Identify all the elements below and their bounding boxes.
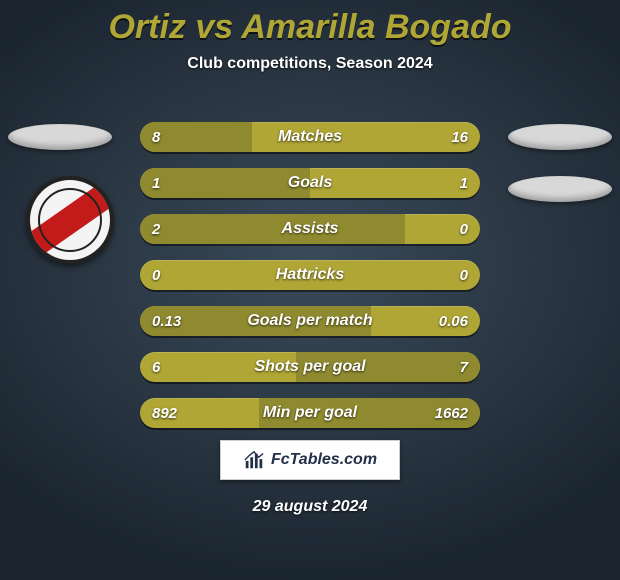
- player-left-slot-1: [8, 124, 112, 150]
- stat-label: Assists: [140, 214, 480, 244]
- badge-inner-ring: [38, 188, 102, 252]
- stat-row: 816Matches: [140, 122, 480, 152]
- stat-label: Goals: [140, 168, 480, 198]
- stat-label: Goals per match: [140, 306, 480, 336]
- player-right-slot-1: [508, 124, 612, 150]
- stat-label: Shots per goal: [140, 352, 480, 382]
- subtitle: Club competitions, Season 2024: [0, 55, 620, 73]
- brand-text: FcTables.com: [271, 451, 377, 469]
- brand-logo: FcTables.com: [220, 440, 400, 480]
- player-right-slot-2: [508, 176, 612, 202]
- comparison-card: Ortiz vs Amarilla Bogado Club competitio…: [0, 0, 620, 580]
- stat-label: Min per goal: [140, 398, 480, 428]
- stat-rows: 816Matches 11Goals 20Assists 00Hattricks 0.1…: [140, 122, 480, 444]
- stat-label: Matches: [140, 122, 480, 152]
- page-title: Ortiz vs Amarilla Bogado: [0, 0, 620, 47]
- stat-row: 67Shots per goal: [140, 352, 480, 382]
- stat-row: 00Hattricks: [140, 260, 480, 290]
- stat-label: Hattricks: [140, 260, 480, 290]
- card-date: 29 august 2024: [0, 498, 620, 516]
- club-badge-left: [26, 176, 114, 264]
- stat-row: 0.130.06Goals per match: [140, 306, 480, 336]
- chart-icon: [243, 449, 265, 471]
- stat-row: 20Assists: [140, 214, 480, 244]
- stat-row: 8921662Min per goal: [140, 398, 480, 428]
- stat-row: 11Goals: [140, 168, 480, 198]
